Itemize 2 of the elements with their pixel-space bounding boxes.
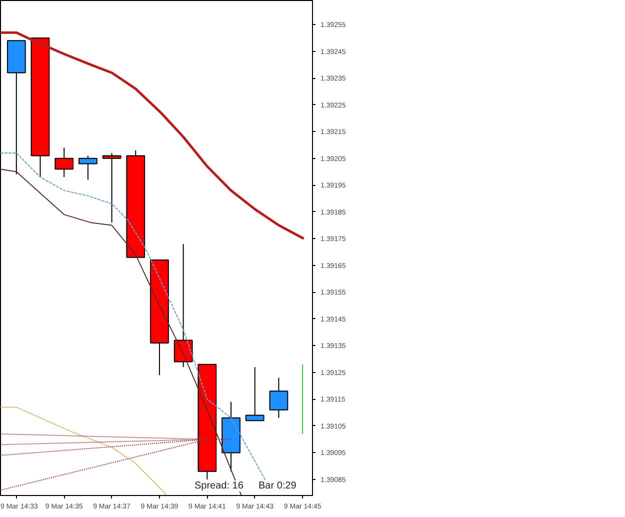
annotation: Bar 0:29 — [258, 480, 297, 492]
annotation: Spread: 16 — [194, 480, 244, 492]
